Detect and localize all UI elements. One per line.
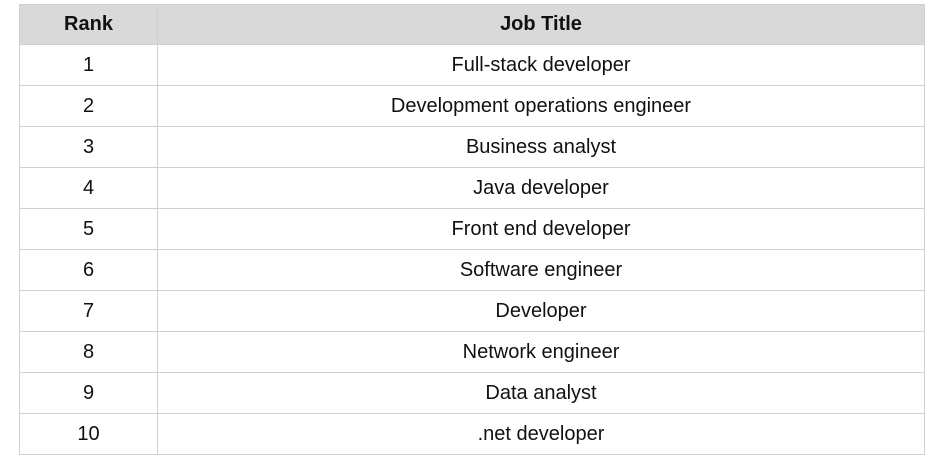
table-row: 9 Data analyst	[19, 372, 925, 414]
job-title-column-header: Job Title	[157, 4, 925, 45]
rank-cell: 10	[19, 413, 158, 455]
table-row: 8 Network engineer	[19, 331, 925, 373]
rank-cell: 7	[19, 290, 158, 332]
rank-cell: 5	[19, 208, 158, 250]
table-header-row: Rank Job Title	[19, 4, 925, 45]
rank-cell: 1	[19, 44, 158, 86]
table-row: 7 Developer	[19, 290, 925, 332]
table-row: 2 Development operations engineer	[19, 85, 925, 127]
rank-cell: 6	[19, 249, 158, 291]
job-title-cell: Developer	[157, 290, 925, 332]
rank-cell: 4	[19, 167, 158, 209]
job-title-cell: Software engineer	[157, 249, 925, 291]
table-row: 1 Full-stack developer	[19, 44, 925, 86]
job-title-cell: Front end developer	[157, 208, 925, 250]
rank-cell: 9	[19, 372, 158, 414]
table-row: 5 Front end developer	[19, 208, 925, 250]
job-rank-table-container: Rank Job Title 1 Full-stack developer 2 …	[19, 4, 925, 455]
job-title-cell: Development operations engineer	[157, 85, 925, 127]
table-row: 6 Software engineer	[19, 249, 925, 291]
table-row: 3 Business analyst	[19, 126, 925, 168]
job-title-cell: Java developer	[157, 167, 925, 209]
job-title-cell: Data analyst	[157, 372, 925, 414]
job-title-cell: Network engineer	[157, 331, 925, 373]
rank-cell: 3	[19, 126, 158, 168]
table-row: 10 .net developer	[19, 413, 925, 455]
job-title-cell: Business analyst	[157, 126, 925, 168]
job-rank-table: Rank Job Title 1 Full-stack developer 2 …	[19, 4, 925, 455]
job-title-cell: .net developer	[157, 413, 925, 455]
rank-column-header: Rank	[19, 4, 158, 45]
rank-cell: 8	[19, 331, 158, 373]
table-row: 4 Java developer	[19, 167, 925, 209]
job-title-cell: Full-stack developer	[157, 44, 925, 86]
rank-cell: 2	[19, 85, 158, 127]
